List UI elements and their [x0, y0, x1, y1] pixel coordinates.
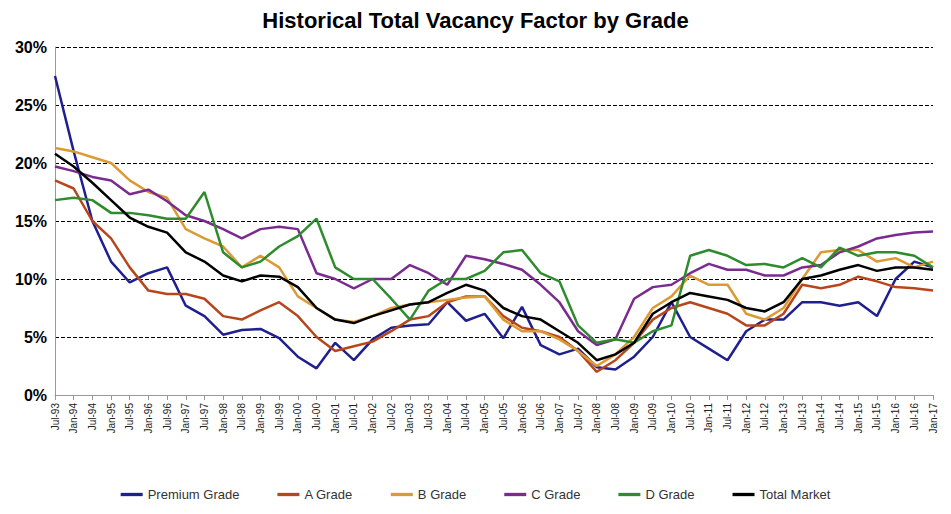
svg-text:Jul-16: Jul-16 — [909, 403, 920, 431]
svg-text:Jan-02: Jan-02 — [367, 403, 378, 434]
svg-text:Jan-04: Jan-04 — [442, 403, 453, 434]
svg-text:Jan-17: Jan-17 — [928, 403, 939, 434]
svg-text:Jan-10: Jan-10 — [666, 403, 677, 434]
svg-text:Jan-06: Jan-06 — [517, 403, 528, 434]
svg-text:Jul-00: Jul-00 — [311, 403, 322, 431]
svg-text:Historical Total Vacancy Facto: Historical Total Vacancy Factor by Grade — [262, 8, 688, 33]
svg-text:Jul-14: Jul-14 — [834, 403, 845, 431]
svg-text:Jan-95: Jan-95 — [106, 403, 117, 434]
svg-text:Jan-13: Jan-13 — [778, 403, 789, 434]
svg-text:Jul-13: Jul-13 — [797, 403, 808, 431]
svg-text:Jan-08: Jan-08 — [591, 403, 602, 434]
svg-text:Jul-05: Jul-05 — [498, 403, 509, 431]
svg-text:Jan-94: Jan-94 — [68, 403, 79, 434]
svg-text:Jul-03: Jul-03 — [423, 403, 434, 431]
svg-text:Jul-08: Jul-08 — [610, 403, 621, 431]
svg-text:Jan-01: Jan-01 — [330, 403, 341, 434]
svg-text:Jan-15: Jan-15 — [853, 403, 864, 434]
svg-text:Jul-99: Jul-99 — [274, 403, 285, 431]
svg-text:Jul-09: Jul-09 — [647, 403, 658, 431]
svg-text:Jan-07: Jan-07 — [554, 403, 565, 434]
svg-text:Jul-01: Jul-01 — [348, 403, 359, 431]
svg-text:Jan-97: Jan-97 — [180, 403, 191, 434]
svg-text:Jul-93: Jul-93 — [50, 403, 61, 431]
svg-text:Jan-16: Jan-16 — [890, 403, 901, 434]
svg-text:Jul-06: Jul-06 — [535, 403, 546, 431]
svg-text:Jul-10: Jul-10 — [685, 403, 696, 431]
svg-text:C Grade: C Grade — [531, 487, 580, 502]
svg-text:Jan-03: Jan-03 — [404, 403, 415, 434]
svg-text:Jul-97: Jul-97 — [199, 403, 210, 431]
svg-text:Jul-96: Jul-96 — [162, 403, 173, 431]
svg-text:Jul-98: Jul-98 — [236, 403, 247, 431]
svg-text:Jul-02: Jul-02 — [386, 403, 397, 431]
svg-text:Jan-12: Jan-12 — [741, 403, 752, 434]
svg-text:Jan-14: Jan-14 — [815, 403, 826, 434]
svg-text:Total Market: Total Market — [760, 487, 831, 502]
svg-text:Jul-12: Jul-12 — [759, 403, 770, 431]
svg-text:Jan-05: Jan-05 — [479, 403, 490, 434]
svg-text:25%: 25% — [15, 97, 47, 114]
svg-text:15%: 15% — [15, 213, 47, 230]
svg-text:30%: 30% — [15, 39, 47, 56]
svg-text:Jul-95: Jul-95 — [124, 403, 135, 431]
svg-text:Jul-94: Jul-94 — [87, 403, 98, 431]
svg-text:D Grade: D Grade — [645, 487, 694, 502]
svg-text:Jan-00: Jan-00 — [292, 403, 303, 434]
svg-text:Jan-11: Jan-11 — [703, 403, 714, 433]
svg-text:B Grade: B Grade — [418, 487, 466, 502]
svg-text:Jul-15: Jul-15 — [871, 403, 882, 431]
svg-text:5%: 5% — [24, 329, 47, 346]
svg-text:0%: 0% — [24, 387, 47, 404]
svg-text:Jan-98: Jan-98 — [218, 403, 229, 434]
svg-text:A Grade: A Grade — [304, 487, 352, 502]
svg-text:Jan-96: Jan-96 — [143, 403, 154, 434]
svg-text:10%: 10% — [15, 271, 47, 288]
svg-text:Jul-11: Jul-11 — [722, 403, 733, 430]
svg-text:20%: 20% — [15, 155, 47, 172]
svg-text:Jan-99: Jan-99 — [255, 403, 266, 434]
svg-text:Premium Grade: Premium Grade — [148, 487, 240, 502]
svg-text:Jul-04: Jul-04 — [460, 403, 471, 431]
svg-text:Jul-07: Jul-07 — [573, 403, 584, 431]
svg-text:Jan-09: Jan-09 — [629, 403, 640, 434]
